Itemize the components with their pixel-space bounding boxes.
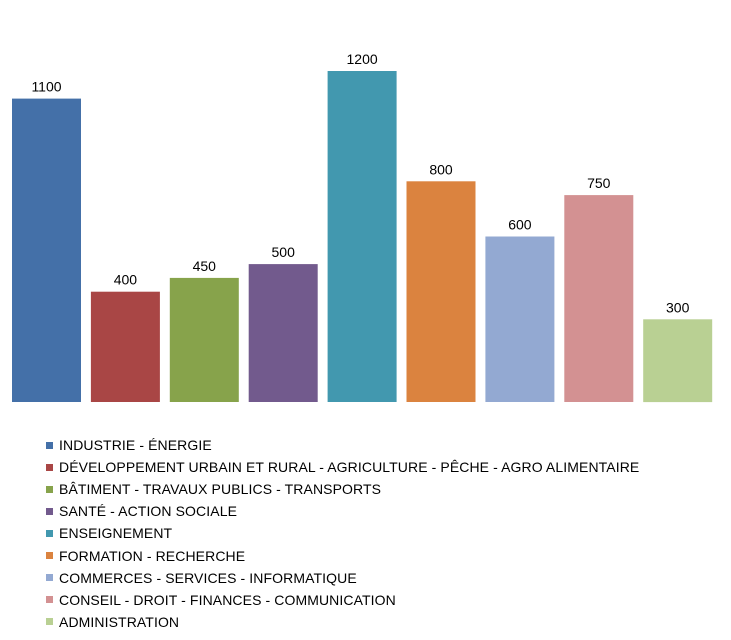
- legend-item-7: COMMERCES - SERVICES - INFORMATIQUE: [46, 567, 639, 589]
- bar-value-label-7: 600: [508, 217, 532, 233]
- bar-plot-area: 1100 400 450 500 1200 800 600 750 300: [12, 51, 713, 403]
- bar-8: [564, 195, 634, 402]
- legend-swatch-2: [46, 463, 53, 471]
- bar-9: [643, 319, 713, 403]
- bar-3: [169, 277, 239, 402]
- bar-value-label-3: 450: [193, 258, 217, 274]
- bar-5: [327, 71, 397, 402]
- legend-swatch-6: [46, 552, 53, 560]
- bar-6: [406, 181, 476, 402]
- bar-value-label-5: 1200: [347, 51, 378, 67]
- bar-value-label-6: 800: [429, 161, 453, 177]
- bar-value-label-2: 400: [114, 272, 138, 288]
- legend-item-5: ENSEIGNEMENT: [46, 522, 639, 544]
- legend-label-6: FORMATION - RECHERCHE: [59, 547, 246, 564]
- legend-swatch-9: [46, 618, 53, 626]
- legend-swatch-4: [46, 507, 53, 515]
- legend: INDUSTRIE - ÉNERGIE DÉVELOPPEMENT URBAIN …: [46, 434, 639, 633]
- legend-item-3: BÂTIMENT - TRAVAUX PUBLICS - TRANSPORTS: [46, 478, 639, 500]
- legend-item-8: CONSEIL - DROIT - FINANCES - COMMUNICATI…: [46, 589, 639, 611]
- legend-item-1: INDUSTRIE - ÉNERGIE: [46, 434, 639, 456]
- legend-item-2: DÉVELOPPEMENT URBAIN ET RURAL - AGRICULT…: [46, 456, 639, 478]
- legend-label-9: ADMINISTRATION: [59, 613, 180, 630]
- legend-swatch-1: [46, 441, 53, 449]
- bar-value-label-1: 1100: [31, 79, 61, 95]
- legend-item-4: SANTÉ - ACTION SOCIALE: [46, 500, 639, 522]
- legend-label-8: CONSEIL - DROIT - FINANCES - COMMUNICATI…: [59, 591, 396, 608]
- legend-label-1: INDUSTRIE - ÉNERGIE: [59, 437, 212, 454]
- bar-1: [12, 98, 81, 402]
- legend-label-2: DÉVELOPPEMENT URBAIN ET RURAL - AGRICULT…: [59, 459, 640, 476]
- bar-value-label-9: 300: [666, 299, 690, 315]
- legend-label-7: COMMERCES - SERVICES - INFORMATIQUE: [59, 569, 357, 586]
- legend-item-9: ADMINISTRATION: [46, 611, 639, 633]
- bar-value-label-8: 750: [587, 175, 611, 191]
- legend-label-4: SANTÉ - ACTION SOCIALE: [59, 503, 238, 520]
- bar-2: [90, 291, 160, 402]
- bar-4: [248, 264, 318, 402]
- legend-item-6: FORMATION - RECHERCHE: [46, 544, 639, 566]
- legend-swatch-7: [46, 574, 53, 582]
- legend-swatch-8: [46, 596, 53, 604]
- legend-swatch-3: [46, 485, 53, 493]
- legend-swatch-5: [46, 529, 53, 537]
- legend-label-3: BÂTIMENT - TRAVAUX PUBLICS - TRANSPORTS: [59, 481, 382, 498]
- bar-value-label-4: 500: [272, 244, 296, 260]
- bar-7: [485, 236, 555, 402]
- legend-label-5: ENSEIGNEMENT: [59, 525, 173, 542]
